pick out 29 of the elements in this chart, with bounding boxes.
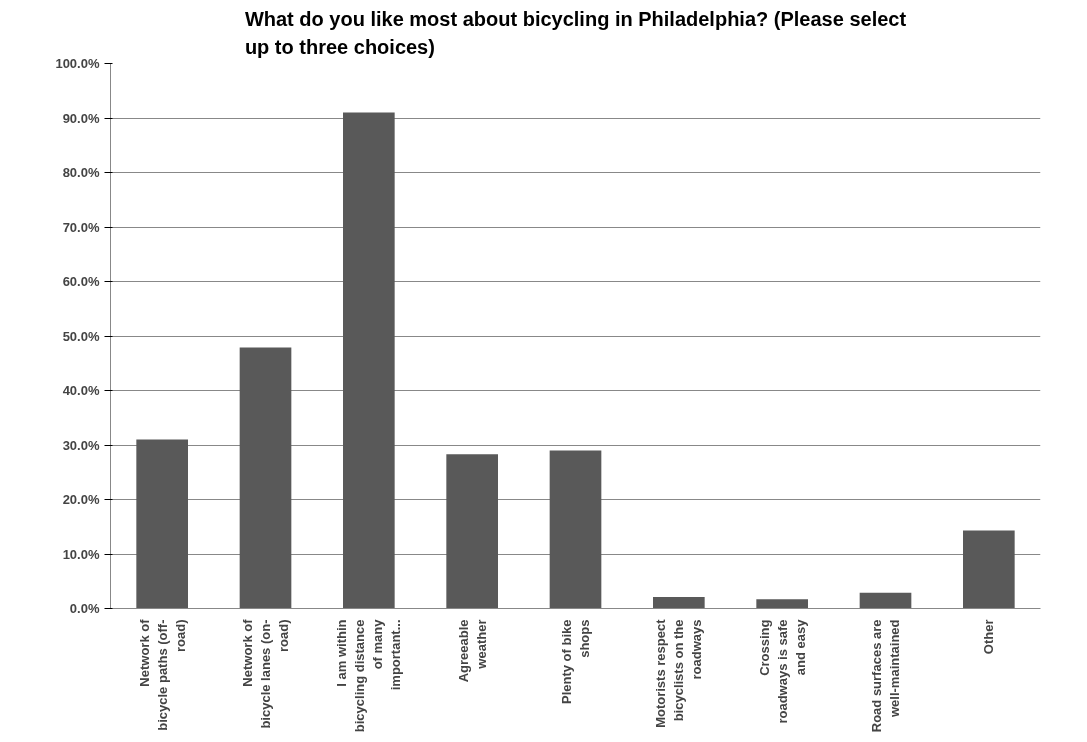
- chart-title: What do you like most about bicycling in Philadelphia? (Please select up to three choices): [244, 7, 907, 59]
- y-tick-label: 20.0%: [62, 492, 100, 507]
- x-tick-label: Network of bicycle paths (off- road): [136, 618, 188, 731]
- y-tick-label: 60.0%: [62, 274, 100, 289]
- y-tick-label: 100.0%: [55, 56, 100, 71]
- y-tick-label: 0.0%: [69, 601, 100, 616]
- x-tick-label: I am within bicycling distance of many important...: [334, 618, 404, 733]
- bar: [136, 439, 188, 609]
- bar: [239, 347, 292, 609]
- y-tick-label: 80.0%: [62, 165, 100, 180]
- bar: [446, 454, 498, 609]
- bar: [859, 592, 912, 609]
- bar: [549, 450, 602, 609]
- x-tick-label: Plenty of bike shops: [559, 619, 592, 705]
- x-tick-label: Agreeable weather: [455, 619, 489, 683]
- y-tick-label: 10.0%: [62, 546, 100, 562]
- x-tick-label: Network of bicycle lanes (on- road): [240, 618, 291, 729]
- x-tick-label: Other: [981, 619, 997, 655]
- bar: [963, 530, 1015, 609]
- y-tick-label: 50.0%: [62, 328, 100, 344]
- bar: [653, 597, 705, 609]
- bar: [756, 599, 808, 609]
- x-tick-label: Motorists respect bicyclists on the roadways: [653, 618, 705, 728]
- bar: [343, 112, 395, 609]
- y-tick-label: 70.0%: [62, 219, 100, 235]
- y-tick-label: 30.0%: [62, 437, 100, 453]
- y-tick-label: 40.0%: [62, 383, 100, 398]
- y-tick-label: 90.0%: [62, 110, 100, 126]
- x-tick-label: Crossing roadways is safe and easy: [756, 618, 808, 724]
